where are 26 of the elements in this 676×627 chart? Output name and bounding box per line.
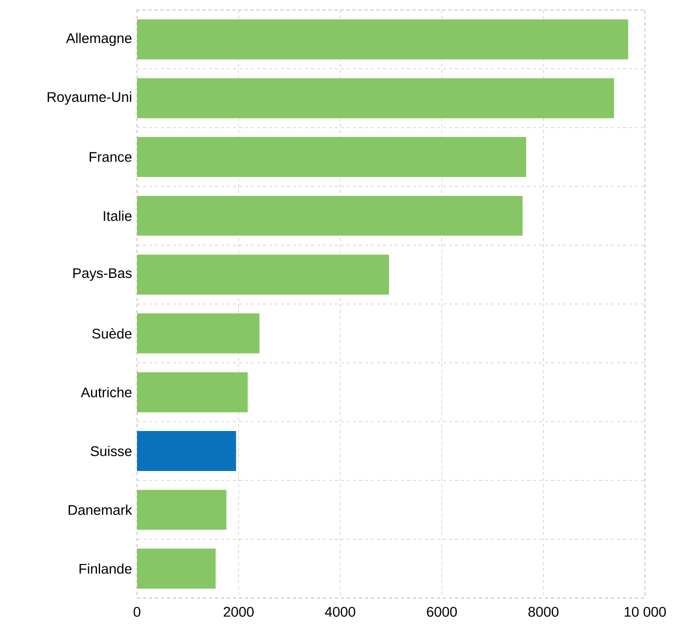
bar (137, 78, 614, 118)
y-tick-label: Suisse (90, 446, 132, 456)
y-tick-label: Allemagne (66, 32, 132, 46)
y-tick-label: Finlande (80, 563, 132, 574)
x-tick-label: 0 (134, 606, 140, 617)
bar (137, 372, 248, 412)
y-tick-label: France (90, 152, 132, 162)
bar (137, 313, 260, 354)
bar (137, 19, 628, 60)
y-tick-label: Autriche (80, 387, 132, 398)
y-tick-label: Danemark (68, 504, 132, 515)
bar (137, 490, 226, 530)
y-tick-label: Royaume-Uni (48, 92, 132, 105)
y-tick-label: Suède (92, 328, 132, 339)
x-tick-label: 8000 (528, 606, 558, 617)
y-tick-label: Pays-Bas (73, 268, 132, 281)
x-tick-label: 2000 (224, 606, 254, 617)
bar (137, 137, 526, 177)
bar (137, 431, 236, 471)
y-tick-label: Italie (104, 210, 132, 221)
bar (137, 196, 523, 236)
bar (137, 254, 389, 295)
x-tick-label: 10 000 (624, 606, 666, 617)
x-tick-label: 4000 (324, 606, 356, 617)
bar (137, 548, 216, 589)
x-tick-label: 6000 (426, 606, 457, 617)
